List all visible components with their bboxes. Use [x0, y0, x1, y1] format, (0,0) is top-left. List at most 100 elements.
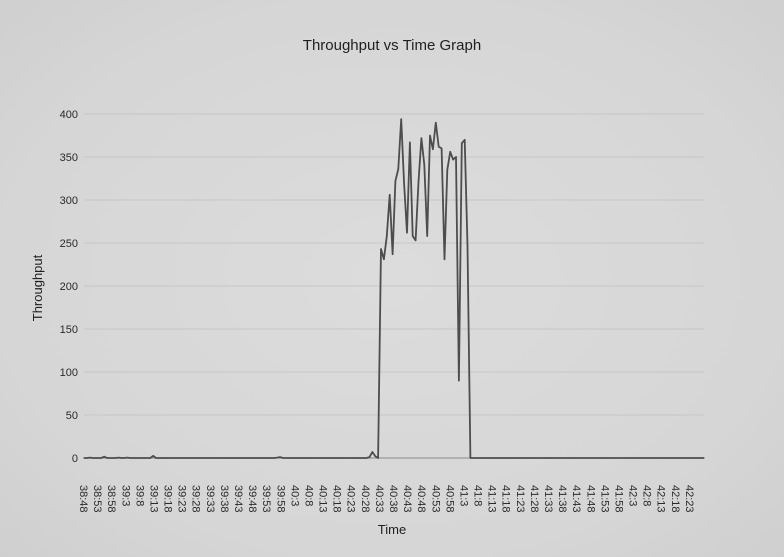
data-point [239, 457, 241, 459]
x-tick-label: 39:3 [119, 485, 131, 506]
plot-area [83, 118, 705, 459]
data-point [242, 457, 244, 459]
data-point [392, 253, 394, 255]
data-point [224, 457, 226, 459]
data-point [631, 457, 633, 459]
data-point [660, 457, 662, 459]
data-point [296, 457, 298, 459]
data-point [412, 235, 414, 237]
x-tick-label: 40:53 [429, 485, 441, 513]
data-point [397, 168, 399, 170]
data-point [97, 457, 99, 459]
data-point [132, 457, 134, 459]
data-point [161, 457, 163, 459]
data-point [342, 457, 345, 459]
y-tick-label: 250 [60, 238, 78, 250]
x-tick-label: 42:18 [669, 485, 681, 513]
data-point [383, 258, 385, 260]
x-tick-label: 41:23 [514, 485, 526, 513]
data-point [374, 455, 376, 457]
data-point [302, 457, 304, 459]
x-tick-label: 40:38 [387, 485, 399, 513]
data-point [187, 457, 189, 459]
x-tick-label: 39:23 [176, 485, 188, 513]
data-point [380, 248, 382, 250]
data-point [331, 457, 333, 459]
x-tick-label: 40:23 [345, 485, 357, 513]
data-point [270, 457, 272, 459]
data-point [265, 457, 267, 459]
chart-title: Throughput vs Time Graph [303, 37, 481, 54]
data-point [415, 239, 417, 241]
data-point [455, 156, 457, 158]
data-point [123, 457, 125, 459]
y-tick-label: 100 [60, 367, 78, 379]
x-tick-label: 41:33 [542, 485, 554, 513]
x-tick-label: 39:18 [162, 485, 174, 513]
data-point [193, 457, 195, 459]
data-point [213, 457, 215, 459]
data-point [458, 380, 460, 382]
data-point [106, 457, 108, 459]
data-point [602, 457, 604, 459]
x-tick-label: 41:58 [612, 485, 624, 513]
y-tick-label: 400 [60, 109, 78, 121]
data-point [184, 457, 186, 459]
x-tick-label: 39:53 [260, 485, 272, 513]
x-tick-label: 40:8 [302, 485, 314, 506]
data-point [178, 457, 180, 459]
data-point [83, 457, 85, 459]
data-point [319, 457, 322, 459]
data-point [516, 457, 518, 459]
data-point [204, 457, 206, 459]
x-tick-label: 39:38 [218, 485, 230, 513]
data-point [348, 457, 350, 459]
data-point [227, 457, 229, 459]
data-point [167, 457, 169, 459]
series-line [84, 118, 704, 459]
data-point [250, 457, 252, 459]
data-point [233, 457, 235, 459]
y-tick-label: 200 [60, 281, 78, 293]
data-point [363, 457, 365, 459]
data-point [441, 147, 443, 149]
data-point [371, 451, 373, 453]
x-tick-label: 39:8 [133, 485, 145, 506]
data-point [172, 457, 174, 459]
data-point [244, 457, 247, 459]
data-point [446, 169, 448, 171]
data-point [276, 457, 278, 459]
data-point [291, 457, 293, 459]
x-tick-label: 38:48 [77, 485, 89, 513]
y-tick-label: 350 [60, 152, 78, 164]
data-point [403, 183, 405, 185]
data-point [109, 457, 111, 459]
data-point [279, 456, 281, 458]
x-tick-label: 39:33 [204, 485, 216, 513]
data-point [135, 457, 137, 459]
data-point [155, 457, 157, 459]
x-axis-tick-labels: 38:48 38:53 38:58 39:3 39:8 39:13 39:18 39:23 39… [77, 485, 695, 513]
data-point [120, 457, 123, 459]
data-point [262, 457, 264, 459]
x-tick-label: 41:53 [598, 485, 610, 513]
data-point [100, 457, 102, 459]
x-tick-label: 38:58 [105, 485, 117, 513]
data-point [394, 180, 396, 182]
data-point [149, 457, 151, 459]
x-tick-label: 40:28 [359, 485, 371, 513]
data-point [337, 457, 339, 459]
data-point [438, 146, 440, 148]
data-point [146, 457, 148, 459]
data-point [426, 235, 428, 237]
data-point [288, 457, 290, 459]
x-tick-label: 41:43 [570, 485, 582, 513]
data-point [357, 457, 359, 459]
y-tick-label: 150 [60, 324, 78, 336]
data-point [112, 457, 114, 459]
data-point [201, 457, 203, 459]
x-tick-label: 41:13 [486, 485, 498, 513]
data-point [144, 457, 146, 459]
data-point [429, 134, 431, 137]
